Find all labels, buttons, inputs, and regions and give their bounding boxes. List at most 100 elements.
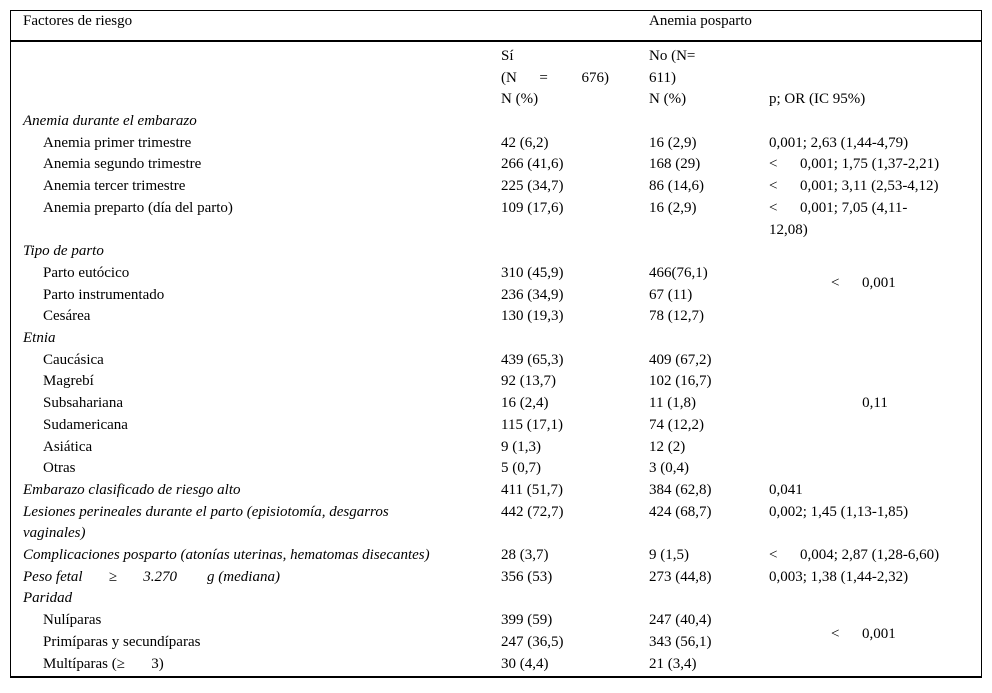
factor-label-cell: Asiática bbox=[43, 438, 93, 455]
factor-label-cell: Subsahariana bbox=[43, 395, 123, 412]
p-or-cell bbox=[769, 654, 981, 676]
table-column-headers: Sí (N = 676) N (%) No (N= 611) N (%) p; … bbox=[11, 42, 981, 111]
group-header-anemia-posparto: Anemia posparto bbox=[649, 13, 752, 29]
si-count-cell: 442 (72,7) bbox=[501, 503, 564, 520]
table-row: Lesiones perineales durante el parto (ep… bbox=[11, 502, 981, 545]
spacer-cell bbox=[23, 46, 501, 111]
p-or-cell: < 0,001; 7,05 (4,11- 12,08) bbox=[769, 199, 908, 238]
no-count-cell: 9 (1,5) bbox=[649, 547, 689, 564]
table-row: Anemia preparto (día del parto) 109 (17,… bbox=[11, 198, 981, 241]
col-header-no: No (N= 611) N (%) bbox=[649, 48, 696, 108]
factor-label-cell: Cesárea bbox=[43, 308, 91, 325]
si-count-cell: 109 (17,6) bbox=[501, 199, 564, 216]
si-count-cell: 9 (1,3) bbox=[501, 438, 541, 455]
table-row: Anemia tercer trimestre 225 (34,7) 86 (1… bbox=[11, 176, 981, 198]
no-count-cell: 247 (40,4) bbox=[649, 612, 712, 629]
merged-p-value-paridad: < 0,001 bbox=[831, 626, 896, 642]
si-count-cell: 236 (34,9) bbox=[501, 286, 564, 303]
p-or-cell bbox=[769, 350, 981, 372]
si-count-cell: 28 (3,7) bbox=[501, 547, 549, 564]
no-count-cell: 86 (14,6) bbox=[649, 178, 704, 195]
no-count-cell: 21 (3,4) bbox=[649, 655, 697, 672]
section-label-cell: Etnia bbox=[23, 330, 56, 347]
factor-label-cell: Lesiones perineales durante el parto (ep… bbox=[23, 503, 389, 542]
section-label-cell: Tipo de parto bbox=[23, 243, 104, 260]
p-or-cell bbox=[769, 241, 981, 263]
factor-label-cell: Complicaciones posparto (atonías uterina… bbox=[23, 547, 430, 564]
no-count-cell: 3 (0,4) bbox=[649, 460, 689, 477]
factor-label-cell: Multíparas (≥ 3) bbox=[43, 655, 164, 672]
col-header-p-or: p; OR (IC 95%) bbox=[769, 91, 866, 108]
no-count-cell: 466(76,1) bbox=[649, 264, 708, 281]
p-or-cell: < 0,001; 1,75 (1,37-2,21) bbox=[769, 156, 940, 173]
si-count-cell: 130 (19,3) bbox=[501, 308, 564, 325]
factor-label-cell: Peso fetal ≥ 3.270 g (mediana) bbox=[23, 568, 280, 585]
table-row: Embarazo clasificado de riesgo alto 411 … bbox=[11, 480, 981, 502]
no-count-cell: 102 (16,7) bbox=[649, 373, 712, 390]
si-count-cell bbox=[501, 588, 649, 610]
no-count-cell bbox=[649, 328, 769, 350]
table-row: Paridad bbox=[11, 588, 981, 610]
si-count-cell: 439 (65,3) bbox=[501, 351, 564, 368]
no-count-cell: 74 (12,2) bbox=[649, 416, 704, 433]
p-or-cell bbox=[769, 328, 981, 350]
factor-label-cell: Anemia preparto (día del parto) bbox=[43, 199, 233, 216]
table-row: Cesárea 130 (19,3) 78 (12,7) bbox=[11, 306, 981, 328]
table-title-row: Factores de riesgo Anemia posparto bbox=[11, 11, 981, 42]
p-or-cell: 0,11 bbox=[862, 395, 888, 412]
p-or-cell: < 0,004; 2,87 (1,28-6,60) bbox=[769, 547, 940, 564]
p-or-cell: 0,001; 2,63 (1,44-4,79) bbox=[769, 134, 909, 151]
si-count-cell bbox=[501, 241, 649, 263]
table-row: Sudamericana 115 (17,1) 74 (12,2) bbox=[11, 415, 981, 437]
section-label-cell: Paridad bbox=[23, 590, 73, 607]
merged-p-value-tipo-de-parto: < 0,001 bbox=[831, 275, 896, 291]
table-row: Etnia bbox=[11, 328, 981, 350]
p-or-cell: 0,003; 1,38 (1,44-2,32) bbox=[769, 568, 909, 585]
p-or-cell bbox=[769, 588, 981, 610]
factor-label-cell: Anemia segundo trimestre bbox=[43, 156, 202, 173]
table-row: Complicaciones posparto (atonías uterina… bbox=[11, 545, 981, 567]
table-row: Asiática 9 (1,3) 12 (2) bbox=[11, 437, 981, 459]
si-count-cell: 16 (2,4) bbox=[501, 395, 549, 412]
no-count-cell bbox=[649, 588, 769, 610]
p-or-cell bbox=[769, 458, 981, 480]
factor-label-cell: Parto instrumentado bbox=[43, 286, 165, 303]
no-count-cell: 343 (56,1) bbox=[649, 633, 712, 650]
table-row: Peso fetal ≥ 3.270 g (mediana) 356 (53) … bbox=[11, 567, 981, 589]
table-row: Anemia segundo trimestre 266 (41,6) 168 … bbox=[11, 154, 981, 176]
p-or-cell bbox=[769, 415, 981, 437]
no-count-cell: 16 (2,9) bbox=[649, 134, 697, 151]
table-row: Subsahariana 16 (2,4) 11 (1,8) 0,11 bbox=[11, 393, 981, 415]
si-count-cell: 399 (59) bbox=[501, 612, 553, 629]
no-count-cell: 384 (62,8) bbox=[649, 481, 712, 498]
si-count-cell: 310 (45,9) bbox=[501, 264, 564, 281]
factor-label-cell: Nulíparas bbox=[43, 612, 102, 629]
si-count-cell: 266 (41,6) bbox=[501, 156, 564, 173]
si-count-cell: 115 (17,1) bbox=[501, 416, 563, 433]
risk-factors-table: Factores de riesgo Anemia posparto Sí (N… bbox=[10, 10, 982, 678]
no-count-cell: 67 (11) bbox=[649, 286, 693, 303]
si-count-cell: 225 (34,7) bbox=[501, 178, 564, 195]
table-row: Multíparas (≥ 3) 30 (4,4) 21 (3,4) bbox=[11, 654, 981, 676]
si-count-cell: 247 (36,5) bbox=[501, 633, 564, 650]
table-row: Tipo de parto bbox=[11, 241, 981, 263]
no-count-cell: 273 (44,8) bbox=[649, 568, 712, 585]
spacer-cell bbox=[501, 11, 649, 40]
factor-label-cell: Sudamericana bbox=[43, 416, 128, 433]
si-count-cell: 30 (4,4) bbox=[501, 655, 549, 672]
factor-label-cell: Otras bbox=[43, 460, 76, 477]
no-count-cell: 424 (68,7) bbox=[649, 503, 712, 520]
table-row: Parto eutócico 310 (45,9) 466(76,1) bbox=[11, 263, 981, 285]
no-count-cell: 11 (1,8) bbox=[649, 395, 696, 412]
table-row: Anemia durante el embarazo bbox=[11, 111, 981, 133]
no-count-cell: 409 (67,2) bbox=[649, 351, 712, 368]
table-row: Caucásica 439 (65,3) 409 (67,2) bbox=[11, 350, 981, 372]
factor-label-cell: Anemia tercer trimestre bbox=[43, 178, 186, 195]
no-count-cell: 12 (2) bbox=[649, 438, 686, 455]
p-or-cell bbox=[769, 437, 981, 459]
factor-label-cell: Embarazo clasificado de riesgo alto bbox=[23, 481, 241, 498]
factor-label-cell: Anemia primer trimestre bbox=[43, 134, 192, 151]
col-header-si: Sí (N = 676) N (%) bbox=[501, 48, 610, 108]
si-count-cell: 356 (53) bbox=[501, 568, 553, 585]
